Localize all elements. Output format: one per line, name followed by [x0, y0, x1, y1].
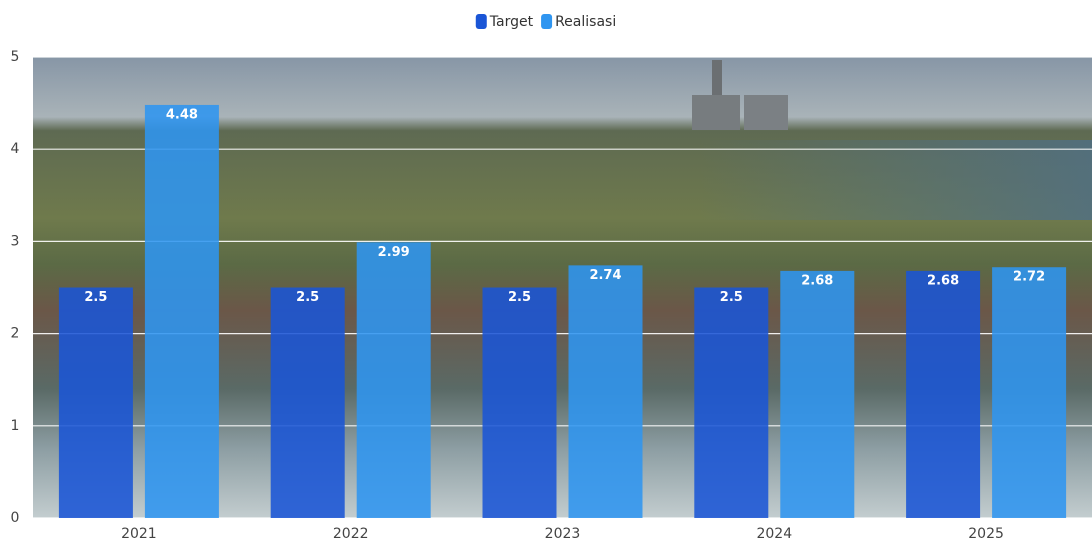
legend-label: Target [489, 14, 534, 30]
bar [992, 267, 1067, 518]
value-label: 2.74 [589, 268, 621, 283]
bar [356, 242, 431, 518]
value-label: 2.99 [378, 245, 410, 260]
bar [780, 270, 855, 518]
y-tick-label: 5 [11, 49, 20, 65]
bar [906, 270, 981, 518]
value-label: 2.5 [508, 290, 531, 305]
value-label: 2.68 [927, 273, 959, 288]
bar [58, 287, 133, 518]
y-tick-label: 3 [11, 233, 20, 249]
value-label: 2.5 [720, 290, 743, 305]
bar [694, 287, 769, 518]
y-tick-label: 0 [11, 510, 20, 526]
value-label: 4.48 [166, 107, 198, 122]
legend-swatch [541, 14, 553, 29]
x-tick-label: 2023 [545, 526, 581, 542]
x-tick-label: 2022 [333, 526, 369, 542]
value-label: 2.5 [296, 290, 319, 305]
bar [270, 287, 345, 518]
value-label: 2.72 [1013, 270, 1045, 285]
legend-label: Realisasi [555, 14, 616, 30]
bar [482, 287, 557, 518]
bar [568, 265, 643, 518]
y-tick-label: 4 [11, 141, 20, 157]
x-tick-label: 2024 [756, 526, 792, 542]
x-tick-label: 2025 [968, 526, 1004, 542]
value-label: 2.68 [801, 273, 833, 288]
x-tick-label: 2021 [121, 526, 157, 542]
bar [144, 104, 219, 518]
legend-swatch [475, 14, 487, 29]
y-tick-label: 1 [11, 418, 20, 434]
y-tick-label: 2 [11, 326, 20, 342]
value-label: 2.5 [84, 290, 107, 305]
legend: Target Realisasi [475, 14, 616, 30]
